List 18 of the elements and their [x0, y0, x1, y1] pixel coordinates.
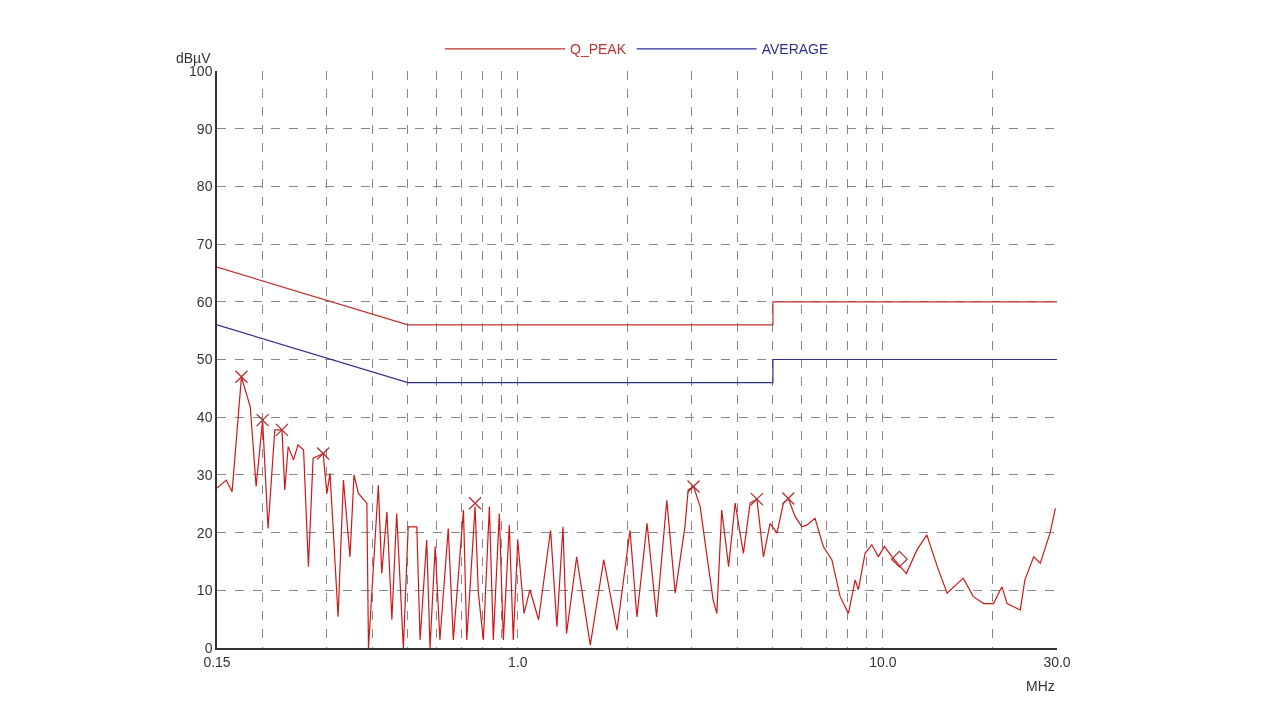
y-tick-label: 60 — [196, 293, 213, 310]
y-axis-title: dBµV — [176, 50, 212, 66]
y-tick-label: 90 — [196, 120, 213, 137]
y-tick-label: 40 — [196, 409, 213, 426]
y-tick-label: 50 — [196, 351, 213, 368]
x-tick-label: 30.0 — [1043, 653, 1071, 670]
text: AVERAGE — [761, 41, 829, 58]
y-tick-label: 0 — [204, 639, 213, 656]
y-tick-label: 80 — [196, 178, 213, 195]
text: Q_PEAK — [570, 41, 627, 58]
y-tick-label: 10 — [196, 582, 213, 599]
y-tick-label: 30 — [196, 466, 213, 483]
x-tick-label: 1.0 — [508, 653, 528, 670]
x-tick-label: 10.0 — [869, 653, 897, 670]
y-tick-label: 70 — [196, 236, 213, 252]
x-tick-label: 0.15 — [203, 653, 231, 670]
x-axis-title: MHz — [1026, 678, 1055, 694]
y-tick-label: 20 — [196, 524, 213, 541]
